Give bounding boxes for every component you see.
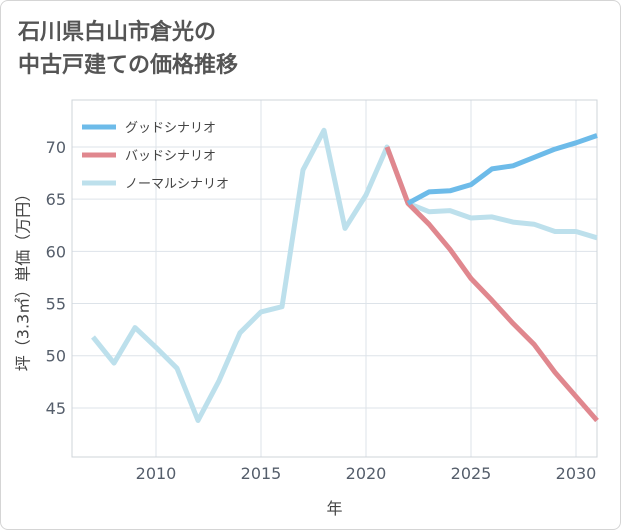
y-axis-title: 坪（3.3㎡）単価（万円） <box>14 186 33 371</box>
x-axis-title: 年 <box>326 499 342 518</box>
x-tick-label: 2025 <box>451 464 492 483</box>
series-line <box>406 133 598 206</box>
chart-title-line-2: 中古戸建ての価格推移 <box>18 53 239 78</box>
y-tick-label: 60 <box>46 242 66 261</box>
legend-item[interactable]: ノーマルシナリオ <box>82 177 229 192</box>
chart-title-line-1: 石川県白山市倉光の <box>18 20 217 45</box>
legend-label: バッドシナリオ <box>125 149 216 164</box>
series-line <box>91 127 598 423</box>
y-tick-label: 55 <box>46 295 66 314</box>
x-tick-label: 2010 <box>136 464 177 483</box>
x-tick-label: 2030 <box>556 464 597 483</box>
series-line <box>384 146 599 423</box>
y-tick-label: 45 <box>46 399 66 418</box>
legend-label: グッドシナリオ <box>125 121 216 136</box>
legend-label: ノーマルシナリオ <box>125 177 229 192</box>
legend-item[interactable]: グッドシナリオ <box>82 121 216 136</box>
x-tick-label: 2015 <box>241 464 282 483</box>
series-group <box>91 127 599 423</box>
y-tick-label: 65 <box>46 190 66 209</box>
legend-item[interactable]: バッドシナリオ <box>82 149 216 164</box>
tick-labels: 2010 2015 2020 2025 2030 45 50 55 60 65 70 <box>46 138 597 483</box>
y-tick-label: 70 <box>46 138 66 157</box>
x-tick-label: 2020 <box>346 464 387 483</box>
y-tick-label: 50 <box>46 347 66 366</box>
plot-area <box>71 99 598 458</box>
chart-title: 石川県白山市倉光の 中古戸建ての価格推移 <box>18 16 578 82</box>
